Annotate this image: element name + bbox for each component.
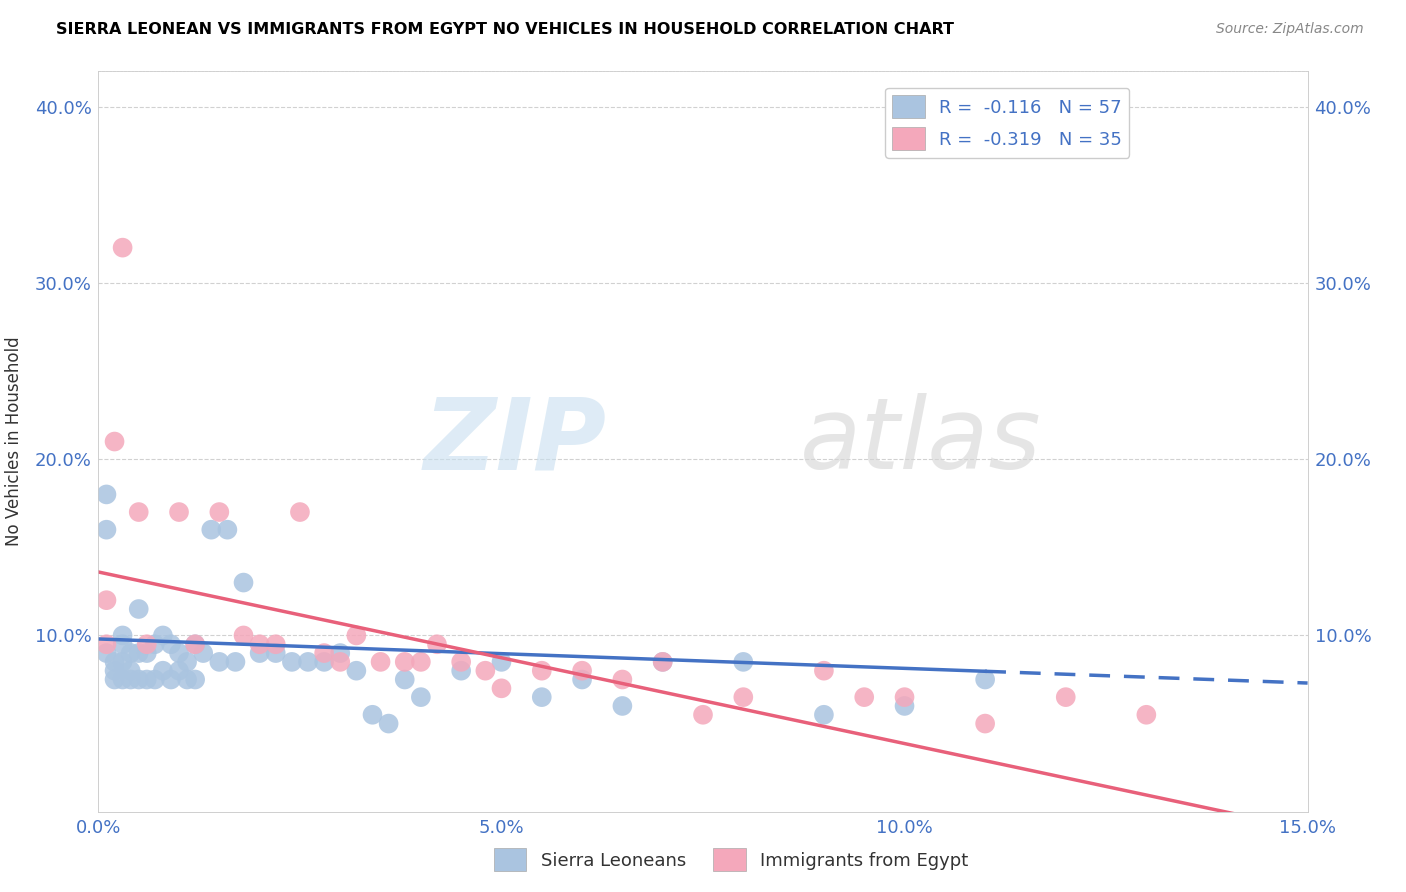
Point (111, 637, 134, 651)
Point (128, 673, 150, 687)
Y-axis label: No Vehicles in Household: No Vehicles in Household (6, 336, 24, 547)
Point (111, 673, 134, 687)
Point (571, 664, 593, 678)
Point (974, 673, 997, 687)
Point (193, 646, 215, 660)
Point (813, 664, 835, 678)
Point (167, 664, 190, 678)
Point (394, 655, 416, 669)
Point (128, 505, 150, 519)
Point (184, 673, 207, 687)
Point (329, 646, 352, 660)
Point (733, 690, 755, 705)
Point (409, 655, 432, 669)
Point (530, 690, 553, 705)
Point (1135, 707, 1157, 722)
Point (167, 505, 190, 519)
Text: Source: ZipAtlas.com: Source: ZipAtlas.com (1216, 22, 1364, 37)
Point (426, 637, 449, 651)
Point (103, 673, 125, 687)
Point (281, 655, 304, 669)
Point (111, 655, 134, 669)
Point (143, 637, 166, 651)
Point (111, 628, 134, 642)
Point (103, 664, 125, 678)
Point (208, 505, 231, 519)
Point (450, 655, 472, 669)
Legend: R =  -0.116   N = 57, R =  -0.319   N = 35: R = -0.116 N = 57, R = -0.319 N = 35 (884, 87, 1129, 158)
Point (120, 646, 142, 660)
Point (1054, 690, 1077, 705)
Point (344, 628, 367, 642)
Point (143, 673, 166, 687)
Point (370, 655, 392, 669)
Point (224, 655, 246, 669)
Point (314, 655, 336, 669)
Point (491, 681, 513, 696)
Point (409, 690, 432, 705)
Point (394, 673, 416, 687)
Point (128, 646, 150, 660)
Point (474, 664, 496, 678)
Point (176, 655, 198, 669)
Point (853, 690, 876, 705)
Point (264, 646, 287, 660)
Point (152, 628, 174, 642)
Point (111, 241, 134, 255)
Point (893, 698, 915, 713)
Legend: Sierra Leoneans, Immigrants from Egypt: Sierra Leoneans, Immigrants from Egypt (486, 841, 976, 879)
Point (96, 637, 118, 651)
Point (733, 655, 755, 669)
Point (120, 664, 142, 678)
Point (184, 637, 207, 651)
Point (530, 664, 553, 678)
Point (491, 655, 513, 669)
Point (692, 707, 714, 722)
Point (217, 523, 239, 537)
Point (96, 593, 118, 607)
Point (450, 664, 472, 678)
Point (651, 655, 673, 669)
Point (103, 434, 125, 449)
Point (135, 646, 157, 660)
Point (344, 664, 367, 678)
Point (96, 487, 118, 501)
Point (152, 664, 174, 678)
Point (135, 673, 157, 687)
Point (184, 637, 207, 651)
Point (571, 673, 593, 687)
Text: SIERRA LEONEAN VS IMMIGRANTS FROM EGYPT NO VEHICLES IN HOUSEHOLD CORRELATION CHA: SIERRA LEONEAN VS IMMIGRANTS FROM EGYPT … (56, 22, 955, 37)
Point (974, 716, 997, 731)
Point (612, 698, 634, 713)
Text: ZIP: ZIP (423, 393, 606, 490)
Point (128, 602, 150, 616)
Point (120, 673, 142, 687)
Point (200, 523, 222, 537)
Point (96, 646, 118, 660)
Point (377, 716, 399, 731)
Point (208, 655, 231, 669)
Point (651, 655, 673, 669)
Point (249, 646, 271, 660)
Point (264, 637, 287, 651)
Point (103, 655, 125, 669)
Point (361, 707, 384, 722)
Point (249, 637, 271, 651)
Point (612, 673, 634, 687)
Point (314, 646, 336, 660)
Point (96, 523, 118, 537)
Point (232, 575, 254, 590)
Point (135, 637, 157, 651)
Point (288, 505, 311, 519)
Point (160, 637, 183, 651)
Point (297, 655, 319, 669)
Point (160, 673, 183, 687)
Point (893, 690, 915, 705)
Point (167, 646, 190, 660)
Point (329, 655, 352, 669)
Text: atlas: atlas (800, 393, 1042, 490)
Point (176, 673, 198, 687)
Point (813, 707, 835, 722)
Point (232, 628, 254, 642)
